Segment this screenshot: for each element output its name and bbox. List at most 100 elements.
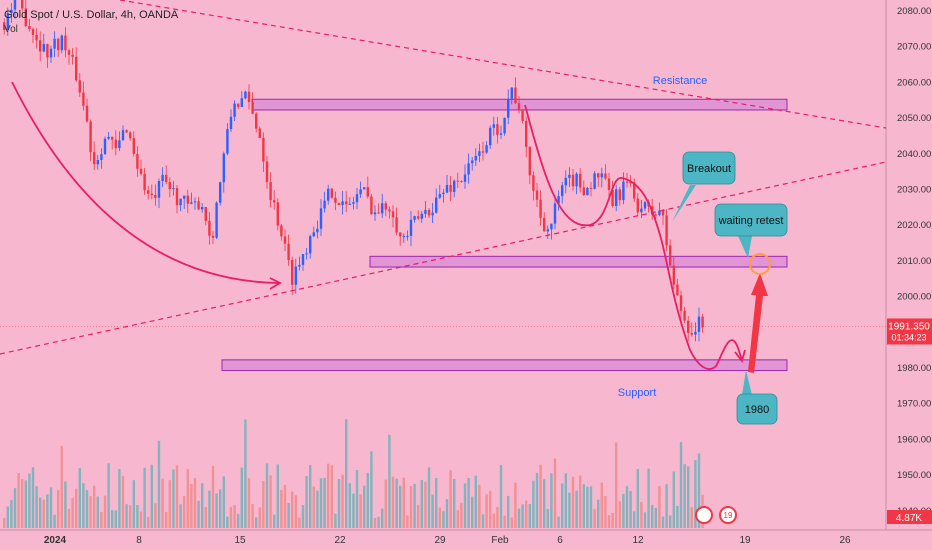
- volume-bar: [453, 478, 456, 528]
- candle-body: [327, 188, 330, 201]
- volume-bar: [327, 463, 330, 528]
- candle-body: [147, 190, 150, 194]
- candle-body: [550, 223, 553, 230]
- y-tick-label: 2030.00: [897, 185, 931, 196]
- candle-body: [600, 173, 603, 178]
- candle-body: [215, 202, 218, 238]
- candle-body: [118, 140, 121, 149]
- volume-bar: [546, 509, 549, 528]
- candle-body: [337, 202, 341, 205]
- volume-bar: [348, 483, 351, 528]
- volume-bar: [442, 511, 445, 528]
- volume-bar: [611, 512, 614, 528]
- candle-body: [474, 155, 477, 161]
- volume-bar: [103, 495, 107, 528]
- descending-trendline: [119, 0, 887, 129]
- candle-body: [409, 219, 413, 236]
- y-tick-label: 1960.00: [897, 434, 931, 445]
- candle-body: [24, 8, 27, 26]
- volume-bar: [586, 486, 589, 528]
- y-tick-label: 1980.00: [897, 363, 931, 374]
- candle-body: [197, 201, 200, 210]
- candle-body: [406, 235, 409, 237]
- candle-body: [478, 151, 481, 156]
- candle-body: [607, 178, 611, 191]
- candle-body: [417, 216, 420, 219]
- volume-bar: [417, 504, 420, 528]
- candle-body: [294, 266, 297, 285]
- candle-body: [183, 195, 186, 199]
- candle-body: [355, 194, 359, 203]
- candle-body: [370, 196, 373, 215]
- candle-body: [460, 181, 463, 183]
- candle-body: [226, 129, 229, 154]
- candle-body: [514, 87, 517, 104]
- volume-bar: [550, 473, 553, 528]
- volume-bar: [510, 517, 513, 528]
- candle-body: [93, 152, 96, 165]
- volume-bar: [273, 514, 276, 528]
- volume-bar: [197, 500, 200, 528]
- candle-body: [46, 44, 49, 58]
- volume-bar: [13, 488, 17, 528]
- retest-callout: [714, 203, 788, 237]
- volume-bar: [539, 464, 542, 528]
- volume-bar: [431, 494, 434, 528]
- candle-body: [604, 173, 607, 179]
- curved-arrow-head: [269, 277, 282, 290]
- volume-bar: [492, 513, 495, 528]
- candle-body: [525, 120, 528, 147]
- x-tick-label: 29: [434, 535, 446, 546]
- volume-bar: [168, 480, 171, 528]
- volume-bar: [85, 490, 89, 528]
- volume-bar: [121, 476, 125, 528]
- volume-bar: [6, 506, 9, 528]
- x-tick-label: Feb: [491, 535, 509, 546]
- candle-body: [21, 0, 24, 9]
- candle-body: [391, 211, 395, 218]
- volume-bar: [283, 484, 287, 528]
- candle-body: [229, 116, 233, 130]
- volume-bar: [237, 513, 240, 528]
- candle-body: [697, 316, 701, 332]
- volume-bar: [49, 487, 53, 528]
- candle-body: [615, 189, 618, 206]
- candle-body: [622, 181, 625, 201]
- candle-body: [89, 121, 92, 153]
- candle-body: [492, 124, 495, 128]
- candle-body: [312, 232, 315, 237]
- candle-body: [521, 110, 524, 121]
- candle-body: [413, 216, 416, 220]
- symbol-title: Gold Spot / U.S. Dollar, 4h, OANDA: [4, 9, 179, 21]
- candle-body: [402, 236, 405, 238]
- candle-body: [568, 174, 571, 178]
- candle-body: [75, 56, 78, 81]
- volume-bar: [312, 486, 315, 528]
- candle-body: [121, 130, 125, 141]
- candle-body: [49, 48, 53, 58]
- volume-bar: [381, 508, 384, 528]
- candle-body: [359, 189, 362, 195]
- candle-body: [204, 207, 207, 221]
- volume-bar: [694, 460, 697, 528]
- candle-body: [82, 92, 85, 106]
- volume-bar: [420, 480, 423, 528]
- support-label: Support: [618, 387, 657, 399]
- volume-bar: [543, 478, 546, 528]
- candle-body: [593, 173, 596, 189]
- event-marker-icon: [695, 506, 713, 524]
- volume-bar: [582, 484, 585, 528]
- volume-label: Vol: [4, 24, 18, 35]
- candle-body: [561, 185, 564, 197]
- candle-body: [168, 182, 171, 189]
- volume-bar: [564, 473, 567, 528]
- candle-body: [471, 160, 474, 164]
- candle-body: [330, 188, 333, 198]
- event-marker-label: 19: [724, 511, 733, 520]
- volume-value: 4.87K: [896, 513, 922, 524]
- volume-bar: [60, 446, 63, 528]
- candle-body: [103, 138, 107, 155]
- retest-target-circle: [749, 253, 771, 275]
- candle-body: [373, 212, 377, 215]
